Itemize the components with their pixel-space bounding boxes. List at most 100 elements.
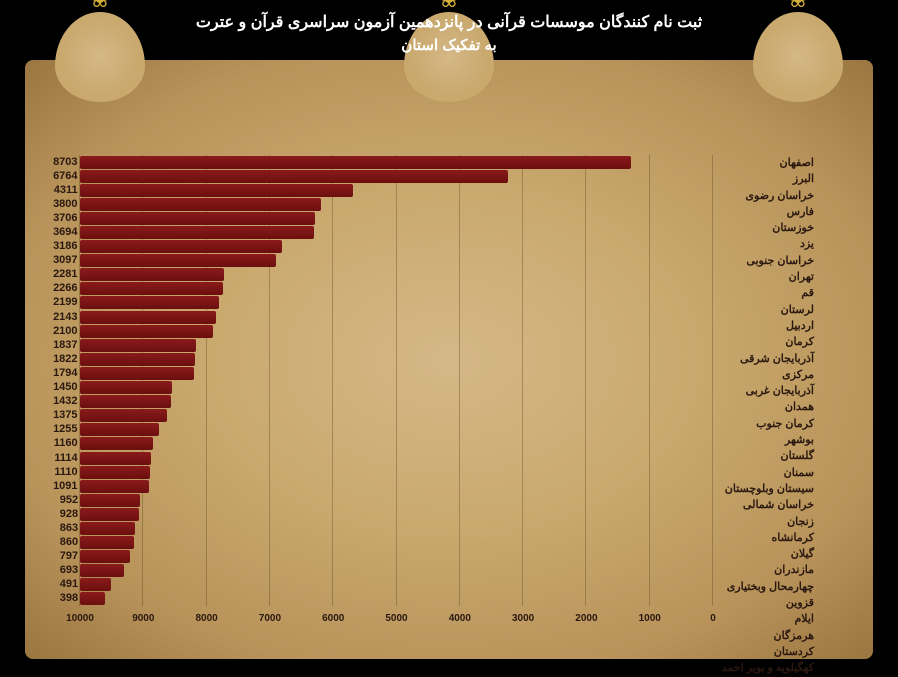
province-label: آذربایجان شرقی	[718, 351, 818, 367]
bar-row: 1114	[80, 451, 713, 465]
province-label: لرستان	[718, 302, 818, 318]
province-label: کرمان جنوب	[718, 416, 818, 432]
bar: 2266	[80, 282, 223, 295]
header: ثبت نام کنندگان موسسات قرآنی در پانزدهمی…	[0, 12, 898, 54]
bar: 863	[80, 522, 135, 535]
bar: 2100	[80, 325, 213, 338]
bar-value: 2281	[53, 268, 77, 280]
bar-value: 1450	[53, 381, 77, 393]
province-label: کردستان	[718, 644, 818, 660]
province-label: خوزستان	[718, 220, 818, 236]
bar: 3186	[80, 240, 282, 253]
province-label: قم	[718, 285, 818, 301]
bar-row: 4311	[80, 183, 713, 197]
bar: 6764	[80, 170, 508, 183]
bar-row: 1255	[80, 423, 713, 437]
province-label: تهران	[718, 269, 818, 285]
province-label: چهارمحال وبختیاری	[718, 579, 818, 595]
bar-row: 2199	[80, 296, 713, 310]
x-tick: 0	[710, 613, 716, 624]
bar: 1114	[80, 452, 151, 465]
bar: 2199	[80, 296, 219, 309]
bar-value: 2143	[53, 311, 77, 323]
bar-value: 398	[60, 592, 78, 604]
bar-row: 1450	[80, 381, 713, 395]
bar-value: 928	[60, 508, 78, 520]
bar-row: 863	[80, 521, 713, 535]
bar-chart: 8703676443113800370636943186309722812266…	[80, 155, 818, 624]
bar: 2281	[80, 268, 224, 281]
province-label: یزد	[718, 236, 818, 252]
bar: 398	[80, 592, 105, 605]
bar-row: 1160	[80, 437, 713, 451]
province-label: آذربایجان غربی	[718, 383, 818, 399]
province-label: سیستان وبلوچستان	[718, 481, 818, 497]
bar-value: 2266	[53, 282, 77, 294]
bar-value: 863	[60, 522, 78, 534]
bar-row: 928	[80, 507, 713, 521]
bar: 3694	[80, 226, 314, 239]
bar-row: 3694	[80, 225, 713, 239]
bar-row: 2281	[80, 268, 713, 282]
bar-value: 2199	[53, 296, 77, 308]
province-label: مرکزی	[718, 367, 818, 383]
plot-area: 8703676443113800370636943186309722812266…	[80, 155, 713, 606]
bar-row: 1432	[80, 395, 713, 409]
x-tick: 2000	[575, 613, 597, 624]
bar-row: 2266	[80, 282, 713, 296]
bar-row: 3706	[80, 211, 713, 225]
bar: 1432	[80, 395, 171, 408]
province-label: قزوین	[718, 595, 818, 611]
bar: 3097	[80, 254, 276, 267]
province-label: گیلان	[718, 546, 818, 562]
province-label: خراسان رضوی	[718, 188, 818, 204]
bar-value: 1110	[54, 466, 77, 478]
bar-row: 3097	[80, 254, 713, 268]
bar-row: 1794	[80, 366, 713, 380]
bar: 491	[80, 578, 111, 591]
parchment-bg: 8703676443113800370636943186309722812266…	[25, 60, 873, 659]
y-axis-labels: اصفهانالبرزخراسان رضویفارسخوزستانیزدخراس…	[718, 155, 818, 606]
bar: 693	[80, 564, 124, 577]
bar-value: 4311	[54, 184, 78, 196]
bar-value: 3186	[53, 240, 77, 252]
bar-value: 1432	[53, 395, 77, 407]
x-axis: 0100020003000400050006000700080009000100…	[80, 608, 713, 624]
province-label: مازندران	[718, 562, 818, 578]
bar: 1110	[80, 466, 150, 479]
bar: 1160	[80, 437, 153, 450]
bars-container: 8703676443113800370636943186309722812266…	[80, 155, 713, 606]
chart-title: ثبت نام کنندگان موسسات قرآنی در پانزدهمی…	[0, 12, 898, 32]
province-label: فارس	[718, 204, 818, 220]
province-label: کرمان	[718, 334, 818, 350]
bar-value: 797	[60, 550, 78, 562]
bar-row: 3800	[80, 197, 713, 211]
bar-row: 952	[80, 493, 713, 507]
x-tick: 8000	[195, 613, 217, 624]
bar-row: 491	[80, 578, 713, 592]
x-tick: 4000	[449, 613, 471, 624]
bar-row: 693	[80, 564, 713, 578]
bar: 1822	[80, 353, 195, 366]
bar-value: 3097	[53, 254, 77, 266]
bar-row: 1822	[80, 352, 713, 366]
bar-value: 491	[60, 578, 78, 590]
chart-subtitle: به تفکیک استان	[0, 36, 898, 54]
province-label: ایلام	[718, 611, 818, 627]
bar-value: 1255	[53, 423, 77, 435]
bar-row: 6764	[80, 169, 713, 183]
bar: 1450	[80, 381, 172, 394]
bar-row: 398	[80, 592, 713, 606]
province-label: کهگیلویه و بویر احمد	[718, 660, 818, 676]
x-tick: 3000	[512, 613, 534, 624]
x-tick: 6000	[322, 613, 344, 624]
x-tick: 1000	[639, 613, 661, 624]
bar-row: 1375	[80, 409, 713, 423]
x-tick: 5000	[385, 613, 407, 624]
bar: 1375	[80, 409, 167, 422]
bar: 860	[80, 536, 134, 549]
province-label: بوشهر	[718, 432, 818, 448]
province-label: خراسان جنوبی	[718, 253, 818, 269]
bar-row: 8703	[80, 155, 713, 169]
bar: 1794	[80, 367, 194, 380]
